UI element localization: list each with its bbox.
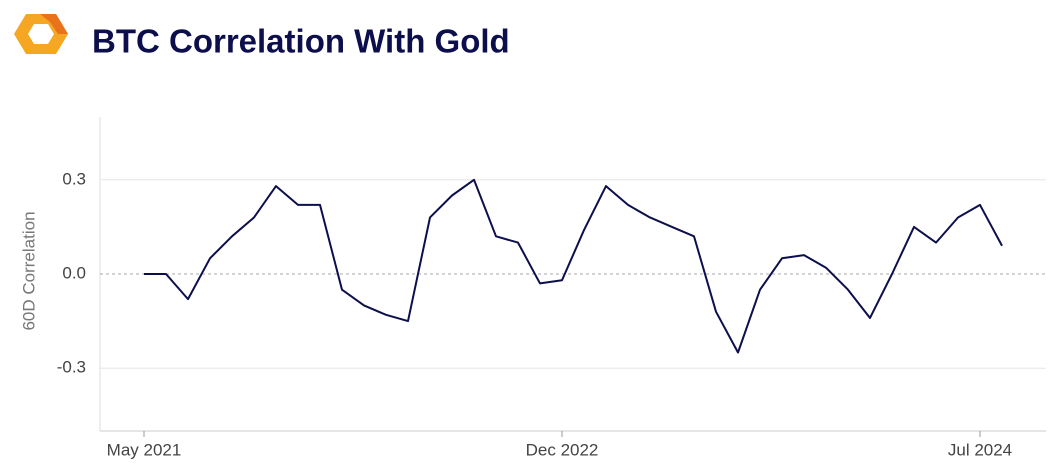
logo bbox=[14, 14, 68, 54]
x-tick-label: Dec 2022 bbox=[526, 440, 599, 459]
y-tick-label: 0.0 bbox=[62, 263, 86, 282]
y-tick-label: 0.3 bbox=[62, 169, 86, 188]
x-tick-label: Jul 2024 bbox=[948, 440, 1012, 459]
x-tick-label: May 2021 bbox=[107, 440, 182, 459]
chart-title: BTC Correlation With Gold bbox=[92, 23, 510, 60]
data-line bbox=[144, 178, 1003, 354]
y-tick-label: -0.3 bbox=[57, 358, 86, 377]
y-axis-label: 60D Correlation bbox=[19, 211, 38, 330]
